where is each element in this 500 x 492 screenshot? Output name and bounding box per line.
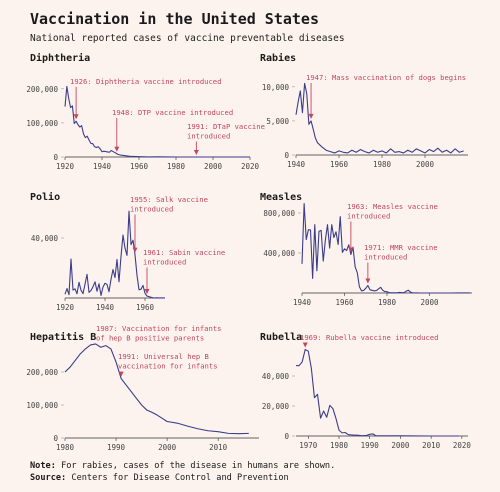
x-tick-label: 1980	[378, 298, 397, 307]
annotation-arrowhead	[132, 247, 138, 253]
x-tick-label: 1990	[107, 443, 126, 452]
source: Source: Centers for Disease Control and …	[30, 473, 289, 483]
y-tick-label: 5,000	[266, 117, 289, 126]
y-tick-label: 0	[53, 153, 58, 162]
page-title: Vaccination in the United States	[30, 10, 319, 28]
x-tick-label: 1940	[93, 162, 112, 171]
x-tick-label: 1960	[330, 160, 349, 169]
x-tick-label: 2020	[241, 162, 260, 171]
x-tick-label: 1940	[293, 298, 312, 307]
y-tick-label: 200,000	[26, 85, 58, 94]
x-tick-label: 1970	[299, 441, 318, 450]
annotation-text: 1963: Measles vaccine	[347, 202, 438, 211]
annotation-text: 1947: Mass vaccination of dogs begins	[306, 73, 466, 82]
annotation-text: 1948: DTP vaccine introduced	[112, 108, 233, 117]
page-subtitle: National reported cases of vaccine preve…	[30, 33, 345, 44]
y-tick-label: 100,000	[26, 401, 58, 410]
annotation-text: introduced	[143, 258, 186, 267]
panel-title: Hepatitis B	[30, 331, 96, 343]
data-line	[64, 210, 166, 299]
source-text: Centers for Disease Control and Preventi…	[71, 473, 288, 483]
x-tick-label: 1940	[96, 303, 115, 312]
annotation-text: 1955: Salk vaccine	[130, 195, 208, 204]
annotation-arrowhead	[302, 342, 308, 348]
x-tick-label: 1990	[361, 441, 380, 450]
annotation-text: introduced	[187, 132, 230, 141]
annotation-arrowhead	[114, 146, 120, 152]
y-tick-label: 0	[284, 151, 289, 160]
annotation-text: 1961: Sabin vaccine	[143, 248, 225, 257]
y-tick-label: 0	[284, 432, 289, 441]
annotation-arrowhead	[144, 289, 150, 295]
annotation-arrowhead	[348, 247, 354, 253]
note: Note: For rabies, cases of the disease i…	[30, 461, 335, 471]
y-tick-label: 10,000	[262, 83, 290, 92]
x-tick-label: 1980	[330, 441, 349, 450]
annotation-arrowhead	[308, 113, 314, 119]
annotation-text: introduced	[347, 212, 390, 221]
x-tick-label: 1960	[335, 298, 354, 307]
annotation-text: 1971: MMR vaccine	[364, 243, 438, 252]
y-tick-label: 0	[53, 434, 58, 443]
data-line	[64, 343, 249, 435]
x-tick-label: 1920	[56, 162, 75, 171]
y-tick-label: 400,000	[263, 249, 295, 258]
panel-title: Rabies	[260, 52, 296, 64]
annotation-text: of hep B positive parents	[96, 334, 204, 343]
data-line	[295, 82, 464, 154]
x-tick-label: 2000	[416, 160, 435, 169]
panel-title: Measles	[260, 192, 302, 203]
y-tick-label: 800,000	[263, 209, 295, 218]
x-tick-label: 2000	[204, 162, 223, 171]
annotation-text: 1926: Diphtheria vaccine introduced	[70, 77, 221, 86]
note-text: For rabies, cases of the disease in huma…	[61, 461, 335, 471]
y-tick-label: 20,000	[262, 402, 290, 411]
x-tick-label: 2010	[422, 441, 441, 450]
annotation-text: 1991: DTaP vaccine	[187, 122, 265, 131]
x-tick-label: 2000	[158, 443, 177, 452]
annotation-arrowhead	[73, 114, 79, 120]
annotation-text: vaccination for infants	[118, 362, 218, 371]
x-tick-label: 2000	[391, 441, 410, 450]
x-tick-label: 2000	[420, 298, 439, 307]
annotation-text: 1969: Rubella vaccine introduced	[300, 333, 438, 342]
x-tick-label: 1980	[373, 160, 392, 169]
annotation-text: 1991: Universal hep B	[118, 352, 209, 361]
x-tick-label: 1960	[130, 162, 149, 171]
y-tick-label: 100,000	[26, 119, 58, 128]
annotation-text: 1987: Vaccination for infants	[96, 324, 222, 333]
x-tick-label: 2020	[453, 441, 472, 450]
data-line	[295, 348, 459, 437]
x-tick-label: 2010	[209, 443, 228, 452]
panel-title: Rubella	[260, 332, 302, 343]
data-line	[64, 85, 250, 158]
annotation-text: introduced	[130, 205, 173, 214]
y-tick-label: 40,000	[31, 234, 59, 243]
panel-title: Diphtheria	[30, 52, 90, 64]
x-tick-label: 1940	[287, 160, 306, 169]
note-label: Note:	[30, 461, 56, 471]
annotation-arrowhead	[118, 371, 124, 377]
annotation-arrowhead	[365, 278, 371, 284]
x-tick-label: 1980	[167, 162, 186, 171]
source-label: Source:	[30, 473, 66, 483]
x-tick-label: 1920	[56, 303, 75, 312]
panel-title: Polio	[30, 191, 60, 203]
y-tick-label: 40,000	[262, 372, 290, 381]
x-tick-label: 1960	[136, 303, 155, 312]
y-tick-label: 200,000	[26, 368, 58, 377]
data-line	[301, 203, 470, 294]
x-tick-label: 1980	[56, 443, 75, 452]
annotation-arrowhead	[193, 149, 199, 155]
annotation-text: introduced	[364, 253, 407, 262]
